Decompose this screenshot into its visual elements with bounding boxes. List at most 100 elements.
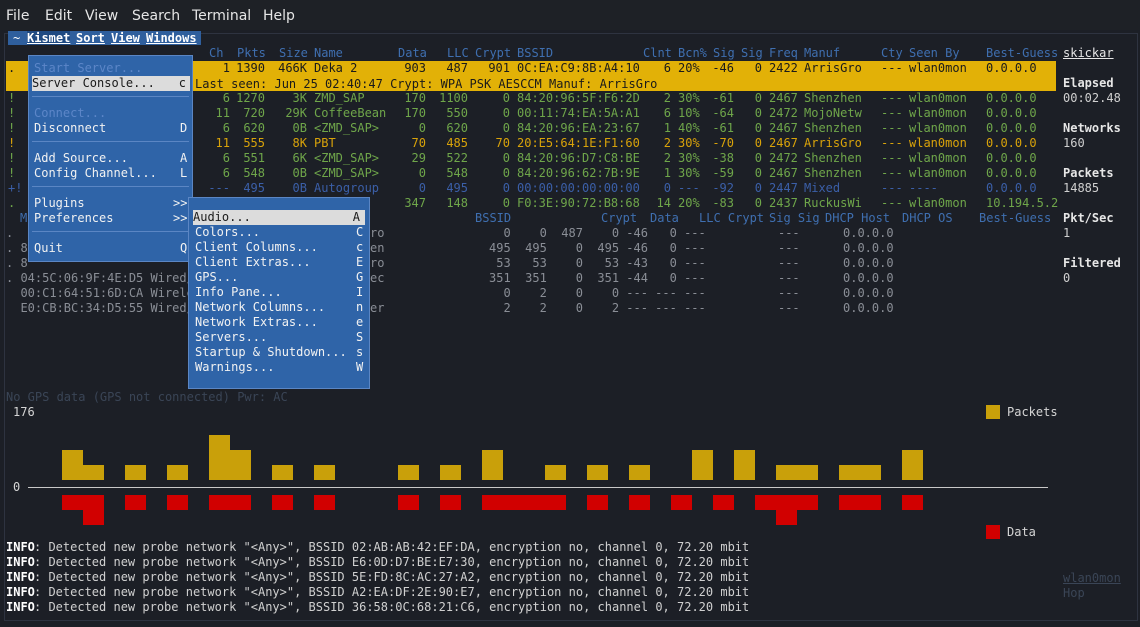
network-cell-flag: +! (8, 181, 23, 195)
col-bssid[interactable]: BSSID (517, 46, 554, 60)
network-cell-clnt: 2 (663, 91, 671, 105)
menu-add-source-key: A (180, 151, 188, 165)
submenu-item[interactable]: Network Columns... (195, 300, 326, 314)
submenu-item[interactable]: Client Extras... (195, 255, 311, 269)
col-ch[interactable]: Ch (209, 46, 224, 60)
menu-help[interactable]: Help (263, 8, 295, 24)
menu-server-console[interactable]: Server Console... c (32, 76, 190, 91)
network-cell-data: 70 (411, 136, 426, 150)
window-menubar: File Edit View Search Terminal Help (0, 0, 1140, 30)
menu-add-source[interactable]: Add Source... (34, 151, 128, 165)
submenu-item-key: n (356, 300, 364, 314)
menu-plugins[interactable]: Plugins (34, 196, 85, 210)
client-col-dhcp-os[interactable]: DHCP OS (902, 211, 953, 225)
network-cell-sig1: -46 (712, 61, 734, 75)
col-data[interactable]: Data (398, 46, 427, 60)
submenu-item[interactable]: Info Pane... (195, 285, 282, 299)
packets-bar (776, 465, 797, 480)
col-manuf[interactable]: Manuf (804, 46, 841, 60)
col-best-guess[interactable]: Best-Guess (986, 46, 1059, 60)
network-cell-sig1: -61 (712, 91, 734, 105)
network-cell-cty: --- (881, 61, 903, 75)
col-sig[interactable]: Sig (713, 46, 735, 60)
data-bar (167, 495, 188, 510)
client-col-bssid[interactable]: BSSID (475, 211, 512, 225)
network-cell-size: 8K (292, 136, 307, 150)
submenu-item[interactable]: Network Extras... (195, 315, 318, 329)
col-cty[interactable]: Cty (881, 46, 903, 60)
network-cell-ch: 11 (215, 106, 230, 120)
col-pkts[interactable]: Pkts (237, 46, 266, 60)
col-crypt[interactable]: Crypt (475, 46, 512, 60)
network-cell-bcn: 30% (678, 91, 700, 105)
col-bcn[interactable]: Bcn% (678, 46, 707, 60)
submenu-item[interactable]: GPS... (195, 270, 239, 284)
client-row[interactable]: 0 0 487 0 -46 0 --- --- 0.0.0.0 (489, 226, 894, 240)
client-row[interactable]: 2 2 0 2 --- --- --- --- 0.0.0.0 (489, 301, 894, 315)
elapsed-value: 00:02.48 (1063, 91, 1121, 105)
client-col-dhcp-host[interactable]: DHCP Host (825, 211, 891, 225)
kismet-menu-kismet[interactable]: Kismet (27, 31, 71, 45)
network-cell-bssid: 0C:EA:C9:8B:A4:10 (517, 61, 640, 75)
network-cell-data: 347 (404, 196, 426, 210)
client-col-data[interactable]: Data (650, 211, 679, 225)
submenu-item[interactable]: Colors... (195, 225, 261, 239)
col-clnt[interactable]: Clnt (643, 46, 672, 60)
submenu-item[interactable]: Audio... A (193, 210, 365, 225)
client-row[interactable]: 495 495 0 495 -46 0 --- --- 0.0.0.0 (489, 241, 894, 255)
submenu-item-key: E (356, 255, 364, 269)
elapsed-label: Elapsed (1063, 76, 1114, 90)
menu-search[interactable]: Search (132, 8, 181, 24)
menu-plugins-arrow: >> (173, 196, 188, 210)
submenu-item[interactable]: Servers... (195, 330, 268, 344)
client-col-llc-crypt[interactable]: LLC Crypt (699, 211, 765, 225)
menu-file[interactable]: File (6, 8, 30, 24)
network-cell-name: Deka 2 (314, 61, 358, 75)
packets-label: Packets (1063, 166, 1114, 180)
col-name[interactable]: Name (314, 46, 343, 60)
submenu-item-key: S (356, 330, 364, 344)
menu-edit[interactable]: Edit (45, 8, 73, 24)
submenu-item[interactable]: Warnings... (195, 360, 275, 374)
client-row[interactable]: 351 351 0 351 -44 0 --- --- 0.0.0.0 (489, 271, 894, 285)
kismet-menu-windows[interactable]: Windows (146, 31, 197, 45)
client-col-sig[interactable]: Sig Sig (769, 211, 820, 225)
client-col-best-guess[interactable]: Best-Guess (979, 211, 1052, 225)
network-cell-flag: ! (8, 136, 16, 150)
network-cell-llc: 522 (446, 151, 468, 165)
network-cell-clnt: 2 (663, 136, 671, 150)
col-seen-by[interactable]: Seen By (909, 46, 960, 60)
menu-terminal[interactable]: Terminal (192, 8, 252, 24)
menu-view[interactable]: View (85, 8, 119, 24)
pktsec-value: 1 (1063, 226, 1071, 240)
client-row-manuf: ro (370, 256, 385, 270)
client-row[interactable]: 53 53 0 53 -43 0 --- --- 0.0.0.0 (489, 256, 894, 270)
kismet-menu-sort[interactable]: Sort (76, 31, 105, 45)
submenu-item-label: Audio... (193, 210, 251, 224)
col-llc[interactable]: LLC (447, 46, 469, 60)
data-bar (902, 495, 923, 510)
client-col-crypt[interactable]: Crypt (601, 211, 638, 225)
col-freq[interactable]: Freq (769, 46, 798, 60)
network-cell-sig2: 0 (754, 166, 762, 180)
submenu-item-key: s (356, 345, 364, 359)
menu-disconnect[interactable]: Disconnect (34, 121, 107, 135)
submenu-item[interactable]: Startup & Shutdown... (195, 345, 347, 359)
server-name: skickar (1063, 46, 1114, 60)
network-cell-flag: ! (8, 106, 16, 120)
network-cell-cty: --- (881, 166, 903, 180)
menu-config-channel[interactable]: Config Channel... (34, 166, 157, 180)
packets-bar (230, 450, 251, 480)
client-row[interactable]: 0 2 0 0 --- --- --- --- 0.0.0.0 (489, 286, 894, 300)
packets-bar (62, 450, 83, 480)
submenu-item[interactable]: Client Columns... (195, 240, 318, 254)
network-cell-cty: --- (881, 196, 903, 210)
kismet-menu-view[interactable]: View (111, 31, 140, 45)
menu-quit[interactable]: Quit (34, 241, 63, 255)
network-cell-bssid: 84:20:96:62:7B:9E (517, 166, 640, 180)
col-sig2[interactable]: Sig (741, 46, 763, 60)
network-cell-sig2: 0 (754, 106, 762, 120)
menu-preferences[interactable]: Preferences (34, 211, 114, 225)
network-cell-clnt: 14 (656, 196, 671, 210)
col-size[interactable]: Size (279, 46, 308, 60)
